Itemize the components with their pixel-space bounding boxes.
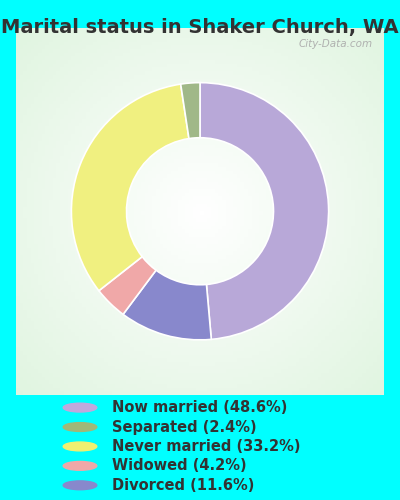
- Wedge shape: [99, 256, 156, 314]
- Circle shape: [63, 462, 97, 470]
- Circle shape: [63, 442, 97, 451]
- Wedge shape: [71, 84, 189, 290]
- Circle shape: [63, 403, 97, 412]
- Wedge shape: [181, 82, 200, 138]
- Text: City-Data.com: City-Data.com: [298, 38, 373, 48]
- Wedge shape: [123, 270, 211, 340]
- Wedge shape: [200, 82, 329, 340]
- Text: Marital status in Shaker Church, WA: Marital status in Shaker Church, WA: [1, 18, 399, 36]
- Text: Divorced (11.6%): Divorced (11.6%): [112, 478, 254, 493]
- Text: Widowed (4.2%): Widowed (4.2%): [112, 458, 247, 473]
- Text: Now married (48.6%): Now married (48.6%): [112, 400, 287, 415]
- Circle shape: [63, 422, 97, 432]
- Text: Never married (33.2%): Never married (33.2%): [112, 439, 300, 454]
- Text: Separated (2.4%): Separated (2.4%): [112, 420, 257, 434]
- Circle shape: [63, 481, 97, 490]
